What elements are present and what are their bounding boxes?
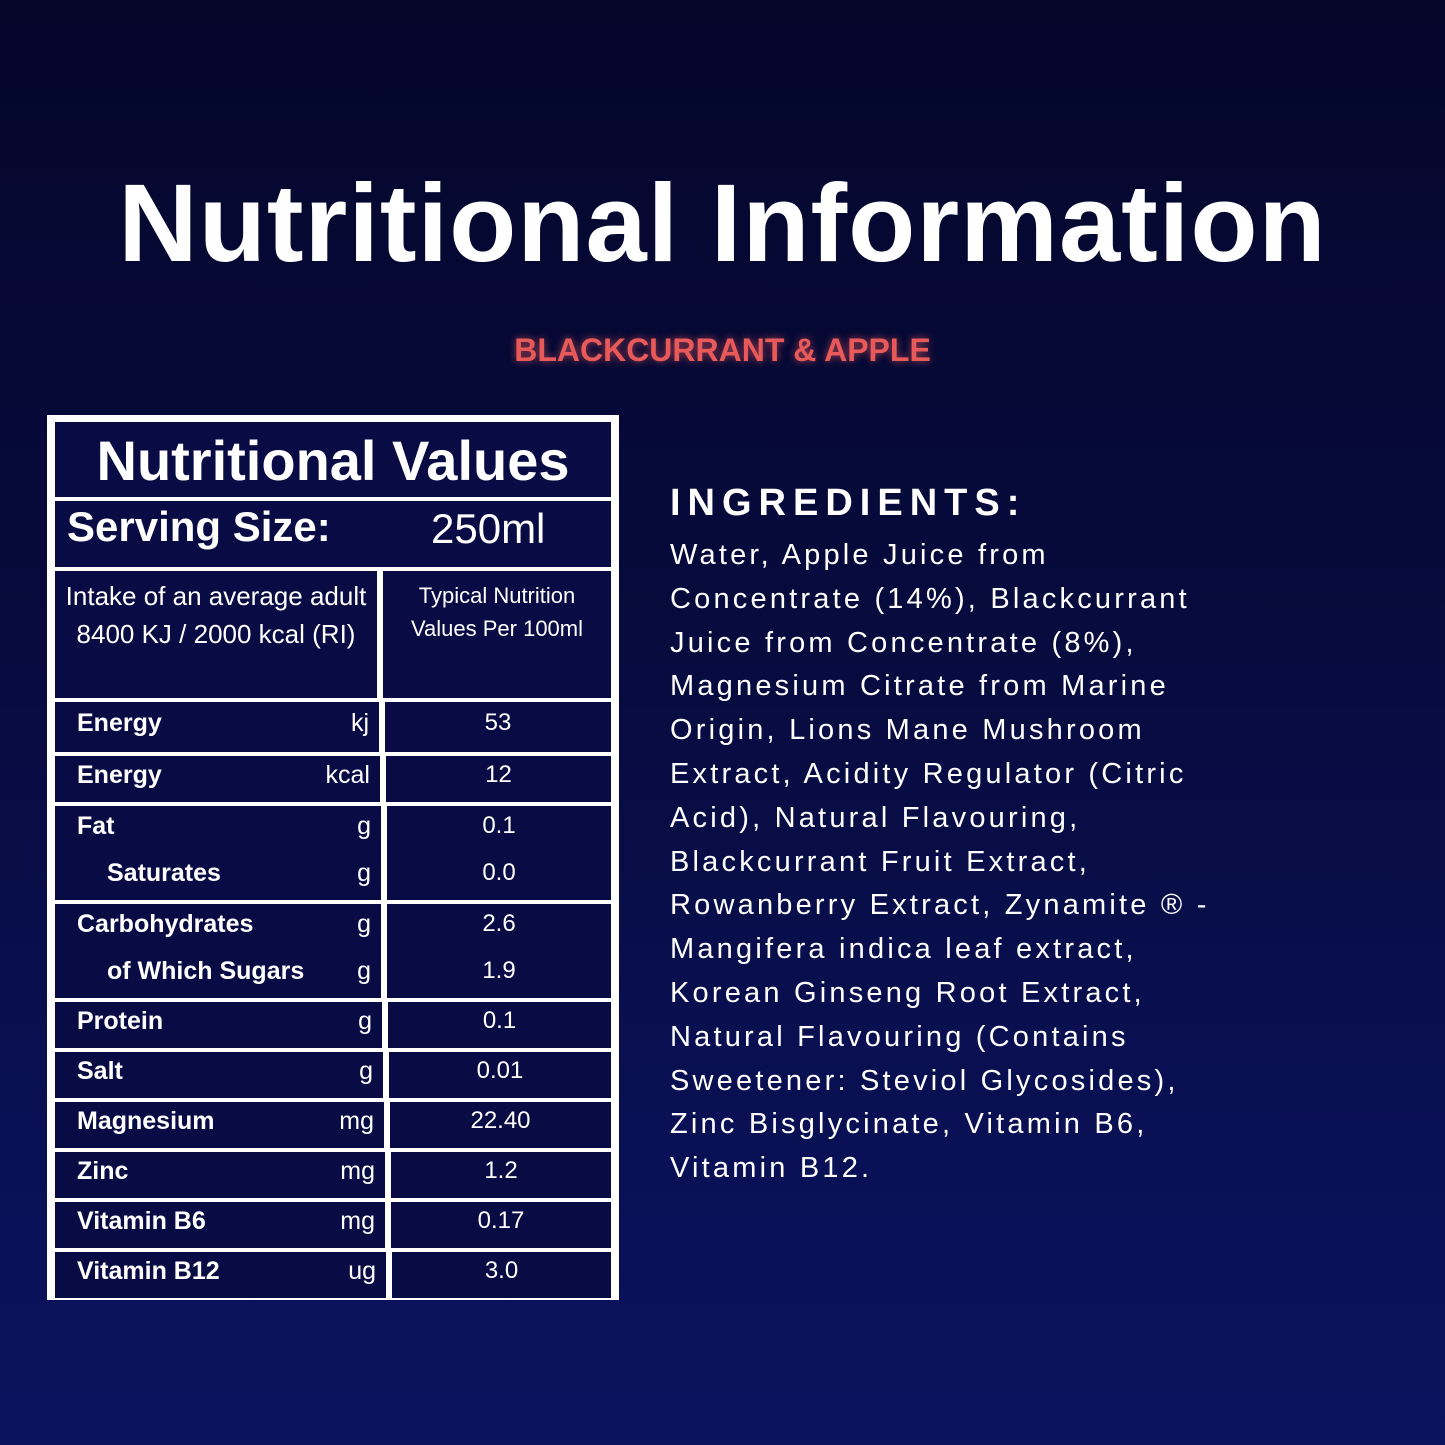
ingredients-line: Concentrate (14%), Blackcurrant bbox=[670, 582, 1190, 615]
nutrition-table: Nutritional Values Serving Size: 250ml I… bbox=[47, 415, 619, 1300]
nutrient-value-cell: 0.1 bbox=[388, 1002, 611, 1048]
nutrient-value: 0.17 bbox=[477, 1207, 525, 1234]
ingredients-line: Juice from Concentrate (8%), bbox=[670, 626, 1137, 659]
nutrient-value-cell: 0.17 bbox=[391, 1202, 611, 1248]
ingredients-line: Vitamin B12. bbox=[670, 1152, 873, 1185]
serving-size-value: 250ml bbox=[431, 505, 546, 552]
nutrient-row: Zinc mg bbox=[55, 1147, 385, 1195]
nutrient-label-cell: Vitamin B12 ug bbox=[55, 1252, 386, 1298]
nutrient-name: of Which Sugars bbox=[107, 957, 305, 985]
nutrient-value-cell: 12 bbox=[386, 756, 611, 802]
ingredients-line: Blackcurrant Fruit Extract, bbox=[670, 845, 1090, 878]
nutrient-name: Protein bbox=[77, 1007, 164, 1035]
ingredients-heading: INGREDIENTS: bbox=[670, 482, 1027, 524]
ingredients-line: Rowanberry Extract, Zynamite ® - bbox=[670, 889, 1210, 922]
nutrient-value-cell: 0.01 bbox=[389, 1052, 611, 1098]
nutrient-value: 1.9 bbox=[482, 957, 516, 984]
nutrient-label-cell: Salt g bbox=[55, 1052, 383, 1098]
nutrient-name: Vitamin B6 bbox=[77, 1207, 206, 1235]
nutrient-name: Energy bbox=[77, 761, 162, 789]
nutrient-unit: ug bbox=[348, 1257, 376, 1285]
nutrient-unit: mg bbox=[340, 1157, 375, 1185]
nutrient-row: Magnesium mg bbox=[55, 1097, 384, 1145]
nutrient-value-cell: 3.0 bbox=[392, 1252, 611, 1298]
nutrient-row: Vitamin B12 ug bbox=[55, 1247, 386, 1295]
ingredients-line: Sweetener: Steviol Glycosides), bbox=[670, 1064, 1179, 1097]
nutrient-row: Carbohydrates g bbox=[55, 900, 381, 948]
nutrient-value: 12 bbox=[485, 761, 512, 788]
nutrient-row: Salt g bbox=[55, 1047, 383, 1095]
nutrient-name: Saturates bbox=[107, 859, 221, 887]
ingredients-text: Water, Apple Juice from Concentrate (14%)… bbox=[670, 534, 1210, 1191]
table-header: Nutritional Values bbox=[55, 422, 611, 497]
nutrient-name: Magnesium bbox=[77, 1107, 215, 1135]
nutrient-value: 22.40 bbox=[470, 1107, 531, 1134]
serving-size-label: Serving Size: bbox=[67, 503, 331, 550]
nutrient-unit: g bbox=[357, 957, 371, 985]
nutrient-label-cell: Magnesium mg bbox=[55, 1102, 384, 1148]
nutrient-name: Carbohydrates bbox=[77, 910, 254, 938]
page-title: Nutritional Information bbox=[118, 162, 1327, 285]
nutrient-name: Vitamin B12 bbox=[77, 1257, 220, 1285]
nutrient-unit: g bbox=[359, 1057, 373, 1085]
nutrient-name: Zinc bbox=[77, 1157, 129, 1185]
ingredients-line: Korean Ginseng Root Extract, bbox=[670, 976, 1145, 1009]
nutrient-label-cell: Fat g Saturates g bbox=[55, 806, 381, 900]
ingredients-line: Mangifera indica leaf extract, bbox=[670, 933, 1137, 966]
ingredients-line: Water, Apple Juice from bbox=[670, 539, 1049, 571]
nutrient-label-cell: Energy kj bbox=[55, 702, 379, 752]
nutrient-row: Energy kj bbox=[55, 699, 379, 747]
nutrient-row: Saturates g bbox=[55, 849, 381, 897]
nutrient-value-cell: 22.40 bbox=[390, 1102, 611, 1148]
nutrient-name: Energy bbox=[77, 709, 162, 737]
ingredients-line: Magnesium Citrate from Marine bbox=[670, 670, 1169, 703]
nutrient-unit: g bbox=[357, 812, 371, 840]
nutrient-name: Salt bbox=[77, 1057, 123, 1085]
nutrient-name: Fat bbox=[77, 812, 115, 840]
flavour-subtitle: BLACKCURRANT & APPLE bbox=[514, 332, 931, 368]
nutrient-unit: kj bbox=[350, 709, 369, 737]
nutrient-unit: kcal bbox=[325, 761, 370, 789]
nutrient-row: Fat g bbox=[55, 802, 381, 850]
nutrient-value-cell: 0.1 0.0 bbox=[387, 806, 611, 900]
nutrient-unit: mg bbox=[340, 1207, 375, 1235]
nutrient-value: 0.01 bbox=[476, 1057, 524, 1084]
nutrient-unit: mg bbox=[339, 1107, 374, 1135]
nutrient-value: 1.2 bbox=[484, 1157, 518, 1184]
ingredients-line: Acid), Natural Flavouring, bbox=[670, 801, 1081, 834]
nutrient-value: 3.0 bbox=[484, 1257, 519, 1284]
nutrient-label-cell: Carbohydrates g of Which Sugars g bbox=[55, 904, 381, 998]
serving-size-row: Serving Size: 250ml bbox=[55, 501, 611, 567]
nutrient-value: 0.1 bbox=[482, 1007, 517, 1034]
typical-values-header: Typical Nutrition Values Per 100ml bbox=[383, 571, 611, 698]
ingredients-line: Natural Flavouring (Contains bbox=[670, 1020, 1129, 1053]
nutrient-row: Energy kcal bbox=[55, 751, 380, 799]
nutrient-unit: g bbox=[357, 859, 371, 887]
nutrient-label-cell: Protein g bbox=[55, 1002, 382, 1048]
nutrient-value: 2.6 bbox=[482, 910, 516, 937]
nutrient-unit: g bbox=[358, 1007, 372, 1035]
nutrient-value: 53 bbox=[484, 709, 512, 736]
intake-reference: Intake of an average adult 8400 KJ / 200… bbox=[55, 571, 377, 698]
nutrient-row: of Which Sugars g bbox=[55, 947, 381, 995]
nutrient-row: Protein g bbox=[55, 997, 382, 1045]
nutrient-value-cell: 53 bbox=[385, 702, 611, 752]
nutrient-label-cell: Energy kcal bbox=[55, 756, 380, 802]
nutrient-unit: g bbox=[357, 910, 371, 938]
nutrient-value-cell: 1.2 bbox=[391, 1152, 611, 1198]
nutrient-label-cell: Zinc mg bbox=[55, 1152, 385, 1198]
nutrient-value-cell: 2.6 1.9 bbox=[387, 904, 611, 998]
ingredients-line: Zinc Bisglycinate, Vitamin B6, bbox=[670, 1108, 1148, 1141]
nutrient-row: Vitamin B6 mg bbox=[55, 1197, 385, 1245]
ingredients-line: Extract, Acidity Regulator (Citric bbox=[670, 757, 1187, 790]
ingredients-line: Origin, Lions Mane Mushroom bbox=[670, 714, 1145, 747]
nutrient-value: 0.0 bbox=[482, 859, 516, 886]
nutrient-value: 0.1 bbox=[482, 812, 516, 839]
nutrient-label-cell: Vitamin B6 mg bbox=[55, 1202, 385, 1248]
